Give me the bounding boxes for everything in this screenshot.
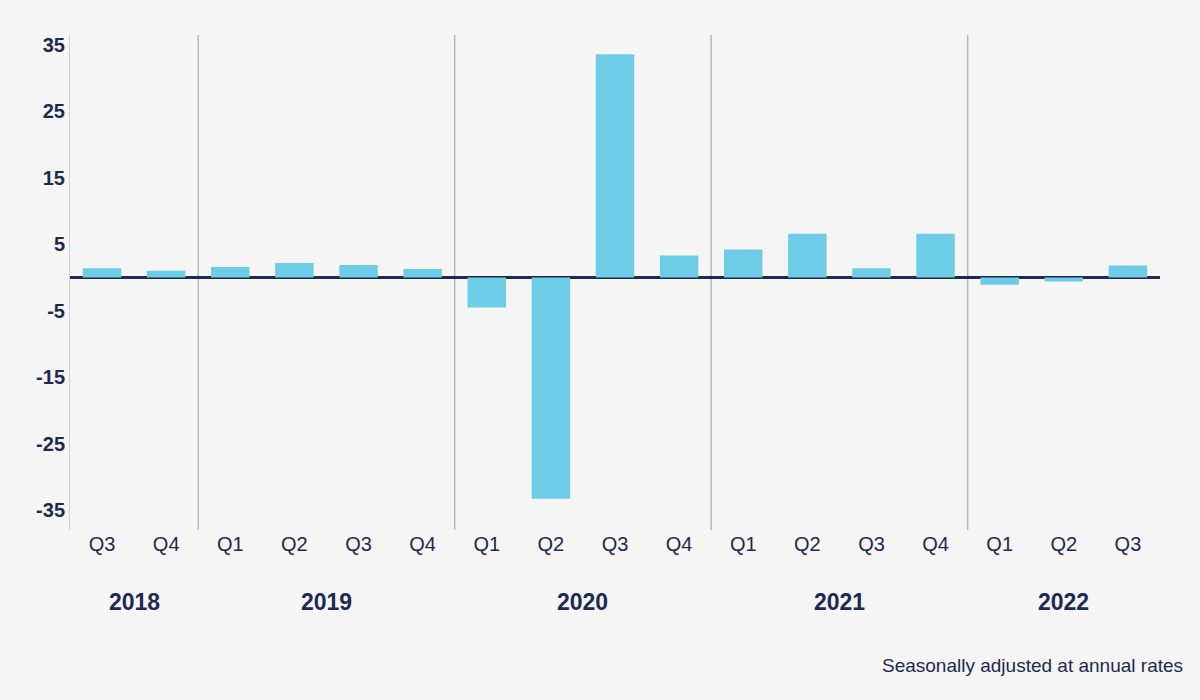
svg-text:15: 15	[43, 167, 65, 189]
svg-text:25: 25	[43, 100, 65, 122]
svg-text:2021: 2021	[814, 589, 865, 615]
svg-text:Q4: Q4	[666, 533, 693, 555]
svg-text:Q3: Q3	[858, 533, 885, 555]
svg-text:-25: -25	[36, 433, 65, 455]
svg-text:Q1: Q1	[217, 533, 244, 555]
svg-text:-35: -35	[36, 499, 65, 521]
svg-text:Q1: Q1	[986, 533, 1013, 555]
svg-text:Q4: Q4	[153, 533, 180, 555]
svg-text:2019: 2019	[301, 589, 352, 615]
svg-text:-5: -5	[47, 300, 65, 322]
svg-text:Q4: Q4	[922, 533, 949, 555]
svg-text:Q2: Q2	[538, 533, 565, 555]
svg-text:Q3: Q3	[345, 533, 372, 555]
svg-text:Q2: Q2	[794, 533, 821, 555]
svg-text:5: 5	[54, 233, 65, 255]
svg-text:Q4: Q4	[409, 533, 436, 555]
svg-text:Q3: Q3	[1115, 533, 1142, 555]
svg-text:35: 35	[43, 34, 65, 56]
svg-text:-15: -15	[36, 366, 65, 388]
svg-text:2022: 2022	[1038, 589, 1089, 615]
svg-text:Seasonally adjusted at annual: Seasonally adjusted at annual rates	[882, 655, 1183, 676]
svg-text:Q1: Q1	[473, 533, 500, 555]
svg-text:Q2: Q2	[1050, 533, 1077, 555]
svg-text:Q2: Q2	[281, 533, 308, 555]
svg-text:Q3: Q3	[602, 533, 629, 555]
svg-text:2020: 2020	[557, 589, 608, 615]
svg-text:Q1: Q1	[730, 533, 757, 555]
svg-text:Q3: Q3	[89, 533, 116, 555]
svg-text:2018: 2018	[109, 589, 160, 615]
